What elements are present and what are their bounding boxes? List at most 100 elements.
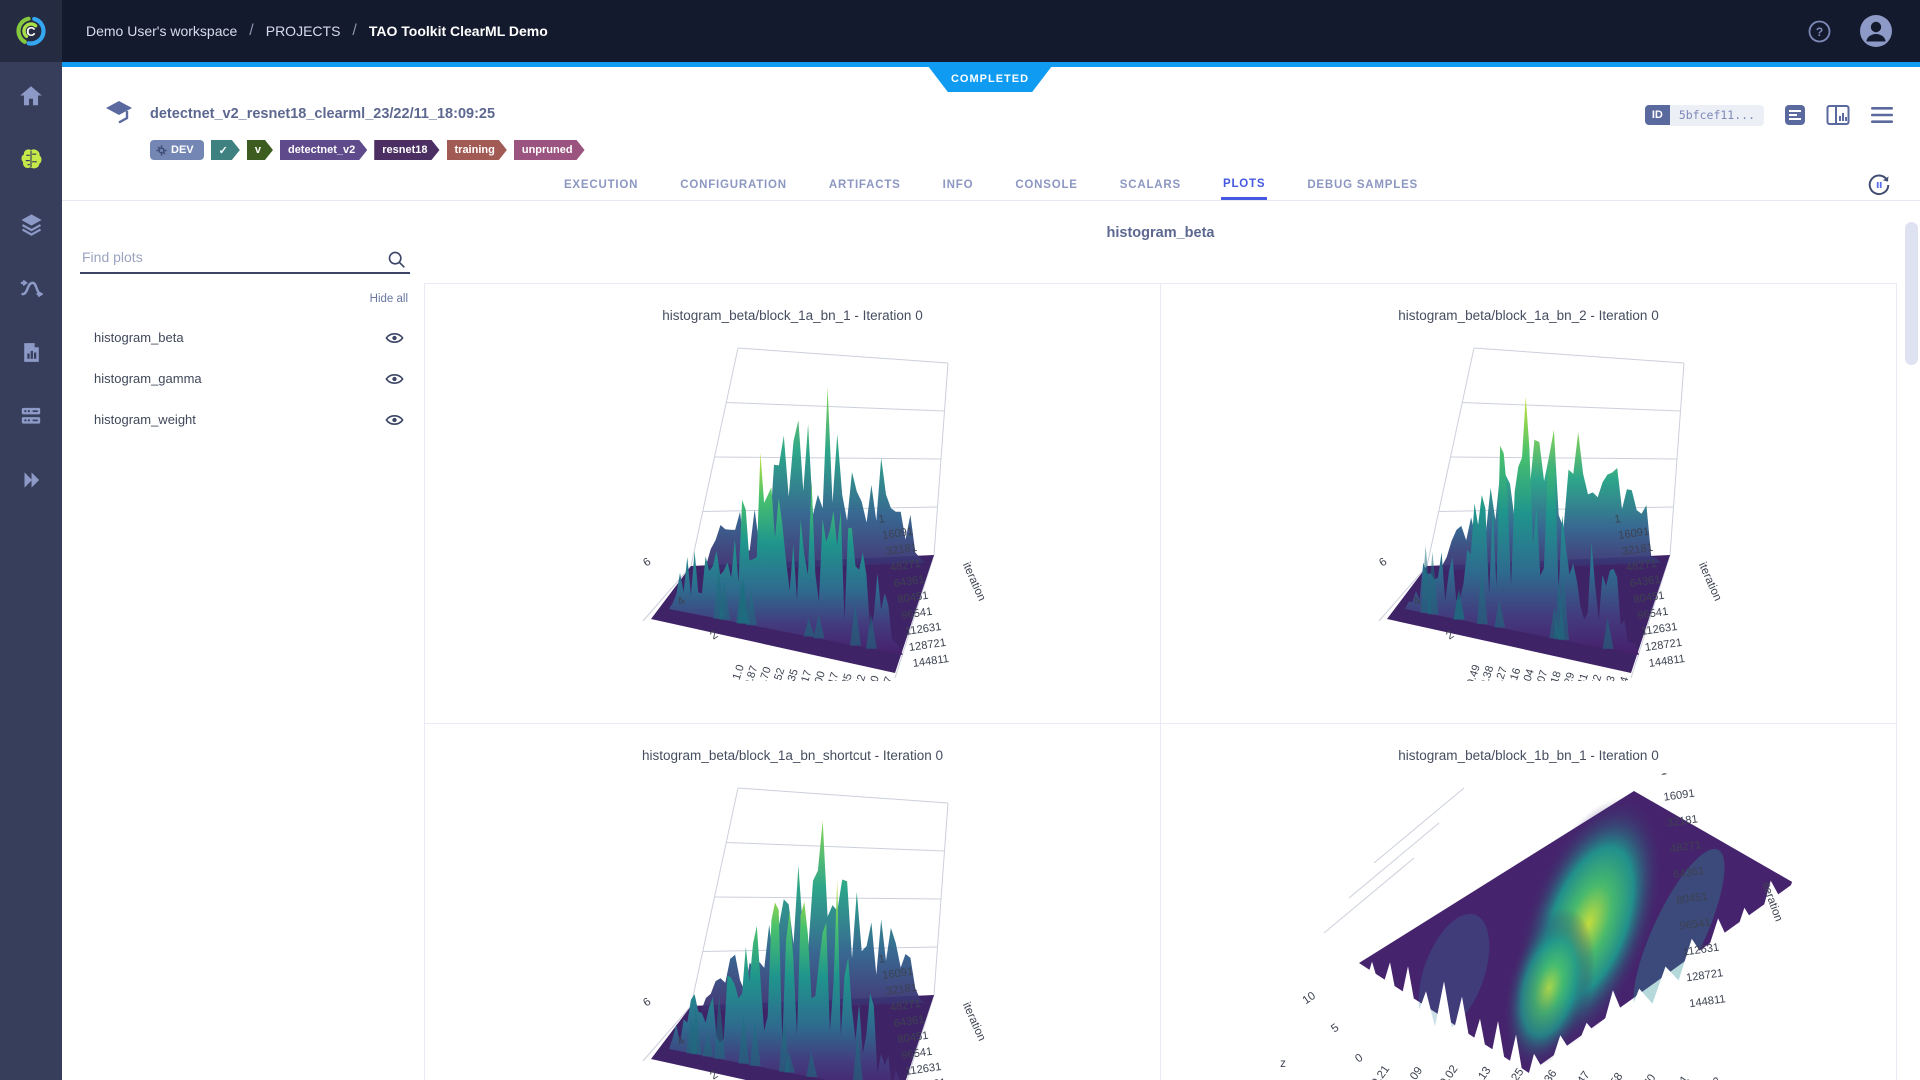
sidebar-item-reports[interactable] xyxy=(0,320,62,384)
svg-text:-0.58: -0.58 xyxy=(1600,1071,1625,1080)
svg-text:-0.35: -0.35 xyxy=(835,672,854,681)
breadcrumb-projects[interactable]: PROJECTS xyxy=(265,23,341,39)
svg-text:80451: 80451 xyxy=(1632,590,1664,606)
compare-panel-button[interactable] xyxy=(1826,104,1850,126)
help-button[interactable]: ? xyxy=(1807,19,1832,44)
list-item-histogram-weight: histogram_weight xyxy=(62,399,424,440)
surface-plot-block-1a-bn-shortcut[interactable]: 2461.00.870.700.520.350.170.00-0.17-0.35… xyxy=(573,773,1013,1080)
svg-text:16091: 16091 xyxy=(1662,788,1694,804)
plot-cell-block-1a-bn-2: histogram_beta/block_1a_bn_2 - Iteration… xyxy=(1161,284,1896,724)
tag-training[interactable]: training xyxy=(447,140,507,160)
tab-scalars[interactable]: SCALARS xyxy=(1118,170,1183,200)
status-badge-label: COMPLETED xyxy=(950,73,1030,85)
svg-text:1: 1 xyxy=(877,513,885,526)
surface-plot-block-1b-bn-1[interactable]: z05100.210.09-0.02-0.13-0.25-0.36-0.47-0… xyxy=(1249,773,1809,1080)
workers-queues-icon xyxy=(21,407,41,424)
breadcrumb-separator: / xyxy=(352,22,357,39)
visibility-toggle[interactable] xyxy=(385,331,404,345)
metric-label[interactable]: histogram_gamma xyxy=(94,371,202,386)
sidebar-expand-button[interactable] xyxy=(0,448,62,512)
experiment-id-badge[interactable]: ID 5bfcef11... xyxy=(1644,104,1764,126)
svg-text:-0.52: -0.52 xyxy=(1585,673,1604,681)
status-badge: COMPLETED xyxy=(928,66,1052,92)
tab-artifacts[interactable]: ARTIFACTS xyxy=(827,170,903,200)
auto-refresh-button[interactable] xyxy=(1866,172,1892,201)
tag-v[interactable]: v xyxy=(247,140,273,160)
svg-text:1.0: 1.0 xyxy=(730,663,746,681)
user-avatar-button[interactable] xyxy=(1858,13,1894,49)
sidebar-item-workers-queues[interactable] xyxy=(0,384,62,448)
tab-plots[interactable]: PLOTS xyxy=(1220,170,1268,200)
vertical-scrollbar[interactable] xyxy=(1905,222,1918,365)
tab-debug-samples[interactable]: DEBUG SAMPLES xyxy=(1305,170,1420,200)
svg-text:0.87: 0.87 xyxy=(742,664,760,681)
svg-text:-0.70: -0.70 xyxy=(862,674,881,681)
experiment-header-controls: ID 5bfcef11... xyxy=(1644,104,1894,126)
tab-info[interactable]: INFO xyxy=(941,170,976,200)
tag-check[interactable]: ✓ xyxy=(211,140,240,160)
svg-text:10: 10 xyxy=(1300,990,1317,1007)
sidebar-item-projects-active[interactable] xyxy=(0,128,62,192)
surface-plot-block-1a-bn-1[interactable]: 2461.00.870.700.520.350.170.00-0.17-0.35… xyxy=(573,333,1013,681)
tag-label: v xyxy=(254,144,261,156)
svg-text:-0.41: -0.41 xyxy=(1571,672,1590,681)
svg-text:80451: 80451 xyxy=(896,1030,928,1046)
surface-plot-block-1a-bn-2[interactable]: 2460.490.380.270.160.04-0.07-0.18-0.29-0… xyxy=(1309,333,1749,681)
brain-icon xyxy=(21,149,42,169)
clearml-logo-icon: C xyxy=(16,16,46,46)
svg-text:80451: 80451 xyxy=(1675,891,1707,907)
sidebar-item-pipelines[interactable] xyxy=(0,256,62,320)
svg-text:32181: 32181 xyxy=(885,542,917,558)
metric-label[interactable]: histogram_weight xyxy=(94,412,196,427)
clearml-logo[interactable]: C xyxy=(0,0,62,62)
tab-console[interactable]: CONSOLE xyxy=(1013,170,1079,200)
breadcrumb: Demo User's workspace / PROJECTS / TAO T… xyxy=(86,22,548,40)
plots-grid-area: histogram_beta histogram_beta/block_1a_b… xyxy=(424,201,1920,1080)
svg-text:96541: 96541 xyxy=(1636,606,1668,622)
tag-label: ✓ xyxy=(218,144,228,157)
tab-configuration[interactable]: CONFIGURATION xyxy=(678,170,789,200)
details-view-button[interactable] xyxy=(1784,104,1806,126)
svg-text:48271: 48271 xyxy=(889,558,921,574)
tag-detectnet-v2[interactable]: detectnet_v2 xyxy=(280,140,367,160)
visibility-toggle[interactable] xyxy=(385,372,404,386)
visibility-toggle[interactable] xyxy=(385,413,404,427)
svg-text:128721: 128721 xyxy=(1685,967,1724,984)
svg-text:48271: 48271 xyxy=(889,998,921,1014)
hide-all-button[interactable]: Hide all xyxy=(369,293,408,305)
search-input[interactable] xyxy=(80,245,410,272)
svg-text:-0.47: -0.47 xyxy=(1567,1069,1592,1080)
menu-button[interactable] xyxy=(1870,105,1894,125)
svg-text:112631: 112631 xyxy=(1640,621,1678,638)
svg-text:6: 6 xyxy=(1377,556,1389,570)
eye-icon xyxy=(385,414,404,425)
status-line xyxy=(62,62,1920,67)
tag-unpruned[interactable]: unpruned xyxy=(514,140,585,160)
details-icon xyxy=(1785,105,1805,125)
double-chevron-right-icon xyxy=(24,472,40,488)
sidebar-item-home[interactable] xyxy=(0,64,62,128)
tag-resnet18[interactable]: resnet18 xyxy=(374,140,439,160)
svg-text:-0.92: -0.92 xyxy=(1699,1075,1724,1080)
svg-text:144811: 144811 xyxy=(911,653,949,670)
plots-selector-panel: Hide all histogram_beta histogram_gamma xyxy=(62,201,424,1080)
sidebar-item-datasets[interactable] xyxy=(0,192,62,256)
tab-execution[interactable]: EXECUTION xyxy=(562,170,640,200)
tag-label: resnet18 xyxy=(382,144,428,156)
gear-icon xyxy=(156,144,167,156)
svg-text:-0.87: -0.87 xyxy=(876,675,895,681)
plot-cell-block-1a-bn-1: histogram_beta/block_1a_bn_1 - Iteration… xyxy=(425,284,1161,724)
tag-label: training xyxy=(454,144,495,156)
svg-text:iteration: iteration xyxy=(1695,561,1723,603)
breadcrumb-workspace[interactable]: Demo User's workspace xyxy=(86,23,238,39)
list-item-histogram-gamma: histogram_gamma xyxy=(62,358,424,399)
svg-text:?: ? xyxy=(1816,25,1823,39)
list-item-histogram-beta: histogram_beta xyxy=(62,317,424,358)
tag-dev[interactable]: DEV xyxy=(150,140,204,160)
plot-title: histogram_beta/block_1a_bn_1 - Iteration… xyxy=(662,308,923,323)
svg-text:32181: 32181 xyxy=(885,982,917,998)
plot-grid: histogram_beta/block_1a_bn_1 - Iteration… xyxy=(424,283,1897,1080)
svg-text:6: 6 xyxy=(641,556,653,570)
metric-label[interactable]: histogram_beta xyxy=(94,330,184,345)
